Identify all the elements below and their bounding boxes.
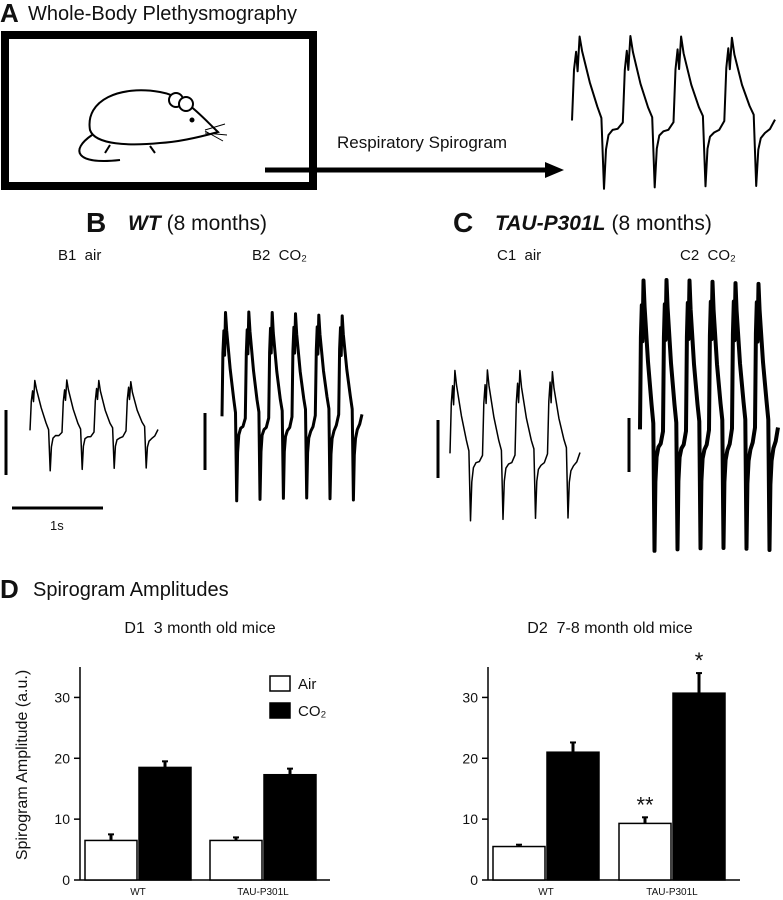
y-tick-label: 30 [462,689,478,705]
chart-title: D2 7-8 month old mice [527,620,693,637]
arrow-head [545,162,564,178]
panel-label: A [0,0,19,28]
legend-label: Air [298,676,316,693]
spirogram-trace [29,379,159,472]
bar [209,839,263,881]
y-tick-label: 10 [462,811,478,827]
significance-marker: ** [636,792,654,817]
panel-title: Whole-Body Plethysmography [28,3,297,25]
legend-label: CO₂ [298,703,327,720]
trace-label: B2 CO₂ [252,247,307,264]
significance-marker: * [695,648,704,673]
arrow-label: Respiratory Spirogram [337,133,507,152]
spirogram-trace [571,35,776,190]
y-tick-label: 0 [470,872,478,888]
bar [263,773,317,881]
bar [138,766,192,881]
genotype: WT [128,212,163,235]
genotype: TAU-P301L [495,212,605,235]
bar [672,692,726,881]
spirogram-trace [638,278,780,553]
panel-heading: TAU-P301L (8 months) [495,212,712,235]
trace-label: C1 air [497,247,541,264]
panel-label: C [453,207,473,238]
spirogram-trace [449,369,581,522]
spirogram-trace [220,310,364,503]
panel-label: D [0,574,19,604]
y-tick-label: 0 [62,872,70,888]
x-tick-label: TAU-P301L [646,887,698,898]
chart-title: D1 3 month old mice [124,620,275,637]
x-tick-label: WT [538,887,554,898]
bar [618,822,672,881]
bar [492,845,546,881]
x-tick-label: WT [130,887,146,898]
legend-swatch [269,675,291,692]
y-tick-label: 20 [54,750,70,766]
bar [84,839,138,881]
y-tick-label: 20 [462,750,478,766]
trace-label: B1 air [58,247,101,264]
bar [546,751,600,881]
y-tick-label: 10 [54,811,70,827]
chamber [1,31,317,190]
scale-label: 1s [50,518,64,533]
panel-label: B [86,207,106,238]
panel-title: Spirogram Amplitudes [33,579,229,601]
x-tick-label: TAU-P301L [237,887,289,898]
y-axis-label: Spirogram Amplitude (a.u.) [14,670,31,860]
age: (8 months) [611,212,711,235]
legend-swatch [269,702,291,719]
mouse [78,89,228,162]
trace-label: C2 CO₂ [680,247,736,264]
age: (8 months) [167,212,267,235]
panel-heading: WT (8 months) [128,212,267,235]
y-tick-label: 30 [54,689,70,705]
